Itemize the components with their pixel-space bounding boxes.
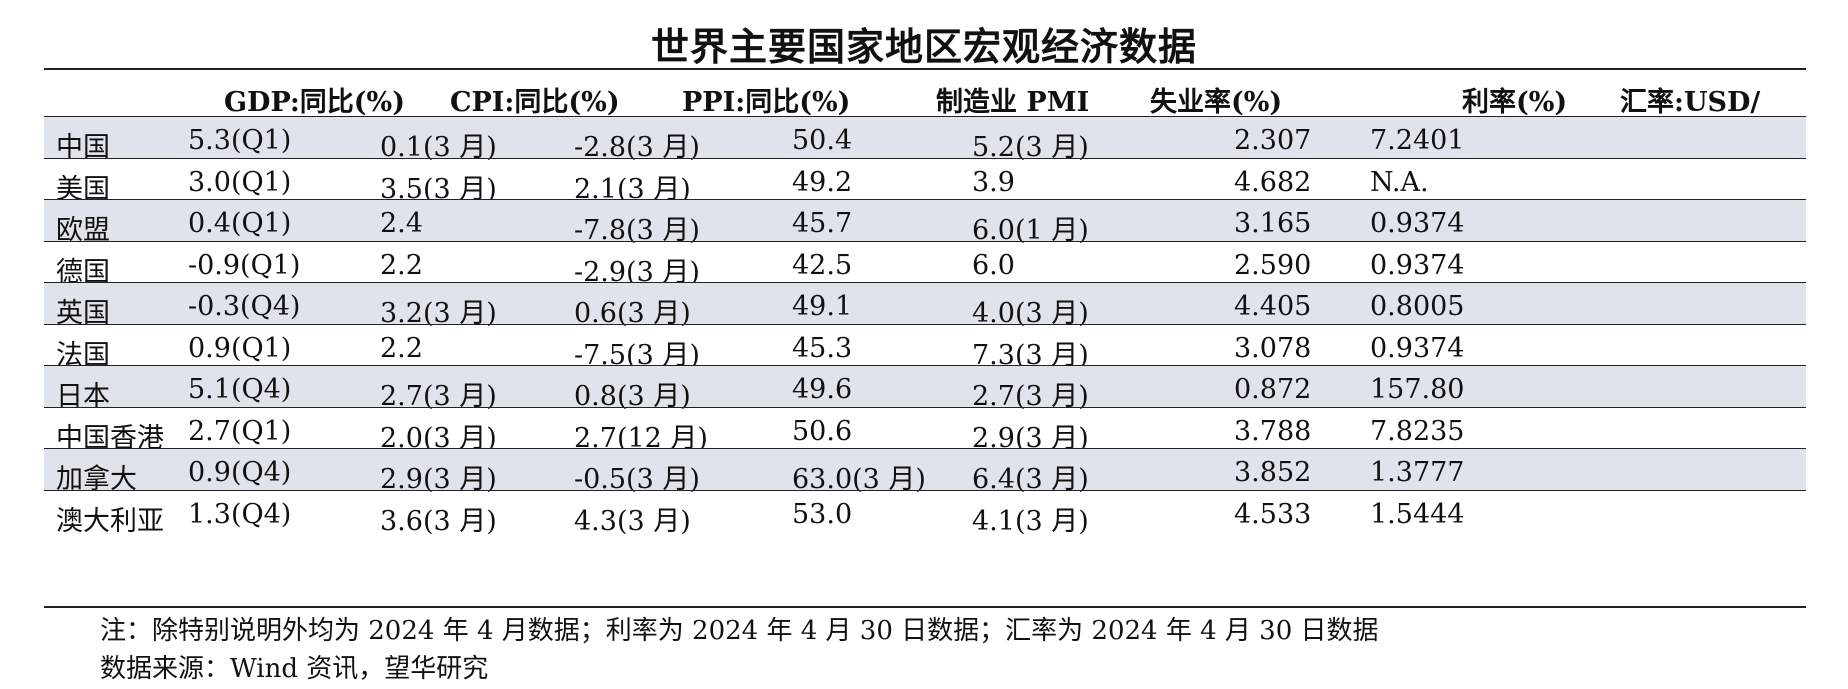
cell-fx: 0.9374 bbox=[1370, 208, 1465, 239]
cell-fx: 7.2401 bbox=[1370, 125, 1465, 156]
cell-fx: 1.5444 bbox=[1370, 498, 1465, 530]
table-row: 英国 -0.3(Q4) 3.2(3 月) 0.6(3 月) 49.1 4.0(3 月) 4.… bbox=[44, 282, 1806, 329]
table-header: GDP:同比(%) CPI:同比(%) PPI:同比(%) 制造业 PMI 失业… bbox=[44, 70, 1806, 118]
cell-pmi: 49.6 bbox=[792, 374, 853, 405]
cell-pmi: 45.3 bbox=[792, 332, 853, 364]
cell-rate: 4.533 bbox=[1234, 498, 1312, 530]
cell-gdp: -0.9(Q1) bbox=[188, 249, 301, 281]
cell-rate: 3.788 bbox=[1234, 415, 1312, 447]
cell-rate: 3.078 bbox=[1234, 332, 1312, 364]
cell-unemp: 6.0 bbox=[972, 249, 1015, 281]
cell-pmi: 53.0 bbox=[792, 498, 853, 530]
table-row: 欧盟 0.4(Q1) 2.4 -7.8(3 月) 45.7 6.0(1 月) 3.165 0.… bbox=[44, 199, 1806, 246]
header-pmi: 制造业 PMI bbox=[936, 87, 1090, 118]
cell-rate: 3.165 bbox=[1234, 208, 1312, 239]
cell-gdp: 5.1(Q4) bbox=[188, 374, 292, 405]
table-row: 加拿大 0.9(Q4) 2.9(3 月) -0.5(3 月) 63.0(3 月) 6.4(… bbox=[44, 448, 1806, 495]
table-row: 德国 -0.9(Q1) 2.2 -2.9(3 月) 42.5 6.0 2.590 0.9374 bbox=[44, 240, 1806, 288]
table-row: 日本 5.1(Q4) 2.7(3 月) 0.8(3 月) 49.6 2.7(3 月) 0.8… bbox=[44, 365, 1806, 412]
cell-rate: 2.590 bbox=[1234, 249, 1312, 281]
cell-ppi: 4.3(3 月) bbox=[574, 505, 691, 537]
cell-pmi: 42.5 bbox=[792, 249, 853, 281]
cell-rate: 3.852 bbox=[1234, 457, 1312, 488]
table-bottom-rule bbox=[44, 606, 1806, 608]
cell-gdp: 3.0(Q1) bbox=[188, 166, 292, 198]
table-row: 中国香港 2.7(Q1) 2.0(3 月) 2.7(12 月) 50.6 2.9(3 月)… bbox=[44, 406, 1806, 454]
cell-region: 澳大利亚 bbox=[56, 505, 164, 537]
cell-fx: 0.9374 bbox=[1370, 332, 1465, 364]
cell-fx: 0.8005 bbox=[1370, 291, 1465, 322]
cell-fx: 0.9374 bbox=[1370, 249, 1465, 281]
cell-gdp: -0.3(Q4) bbox=[188, 291, 301, 322]
header-fx: 汇率:USD/ bbox=[1620, 87, 1761, 118]
cell-gdp: 0.9(Q4) bbox=[188, 457, 292, 488]
cell-rate: 2.307 bbox=[1234, 125, 1312, 156]
cell-pmi: 49.1 bbox=[792, 291, 853, 322]
cell-cpi: 2.2 bbox=[380, 332, 423, 364]
cell-pmi: 45.7 bbox=[792, 208, 853, 239]
header-cpi: CPI:同比(%) bbox=[450, 87, 620, 118]
table-row: 澳大利亚 1.3(Q4) 3.6(3 月) 4.3(3 月) 53.0 4.1(3 月) 4… bbox=[44, 489, 1806, 537]
table-note: 注：除特别说明外均为 2024 年 4 月数据；利率为 2024 年 4 月 3… bbox=[100, 616, 1379, 646]
cell-pmi: 49.2 bbox=[792, 166, 853, 198]
header-rate: 利率(%) bbox=[1462, 87, 1568, 118]
cell-pmi: 50.6 bbox=[792, 415, 853, 447]
cell-gdp: 2.7(Q1) bbox=[188, 415, 292, 447]
page-title: 世界主要国家地区宏观经济数据 bbox=[650, 25, 1197, 69]
cell-gdp: 5.3(Q1) bbox=[188, 125, 292, 156]
cell-rate: 4.405 bbox=[1234, 291, 1312, 322]
table-row: 中国 5.3(Q1) 0.1(3 月) -2.8(3 月) 50.4 5.2(3 月) 2.… bbox=[44, 116, 1806, 163]
cell-fx: 1.3777 bbox=[1370, 457, 1465, 488]
cell-cpi: 3.6(3 月) bbox=[380, 505, 497, 537]
header-ppi: PPI:同比(%) bbox=[682, 87, 851, 118]
table-row: 美国 3.0(Q1) 3.5(3 月) 2.1(3 月) 49.2 3.9 4.682 N.A… bbox=[44, 157, 1806, 205]
cell-cpi: 2.2 bbox=[380, 249, 423, 281]
cell-gdp: 0.9(Q1) bbox=[188, 332, 292, 364]
table-top-rule bbox=[44, 68, 1806, 70]
cell-gdp: 1.3(Q4) bbox=[188, 498, 292, 530]
cell-cpi: 2.4 bbox=[380, 208, 423, 239]
cell-fx: 7.8235 bbox=[1370, 415, 1465, 447]
table-row: 法国 0.9(Q1) 2.2 -7.5(3 月) 45.3 7.3(3 月) 3.078 0.… bbox=[44, 323, 1806, 371]
cell-fx: 157.80 bbox=[1370, 374, 1465, 405]
cell-unemp: 3.9 bbox=[972, 166, 1015, 198]
cell-fx: N.A. bbox=[1370, 166, 1429, 198]
cell-unemp: 4.1(3 月) bbox=[972, 505, 1089, 537]
header-unemployment: 失业率(%) bbox=[1150, 87, 1283, 118]
header-gdp: GDP:同比(%) bbox=[224, 87, 405, 118]
cell-pmi: 50.4 bbox=[792, 125, 853, 156]
data-source: 数据来源：Wind 资讯，望华研究 bbox=[100, 654, 489, 684]
cell-rate: 4.682 bbox=[1234, 166, 1312, 198]
cell-gdp: 0.4(Q1) bbox=[188, 208, 292, 239]
cell-rate: 0.872 bbox=[1234, 374, 1312, 405]
